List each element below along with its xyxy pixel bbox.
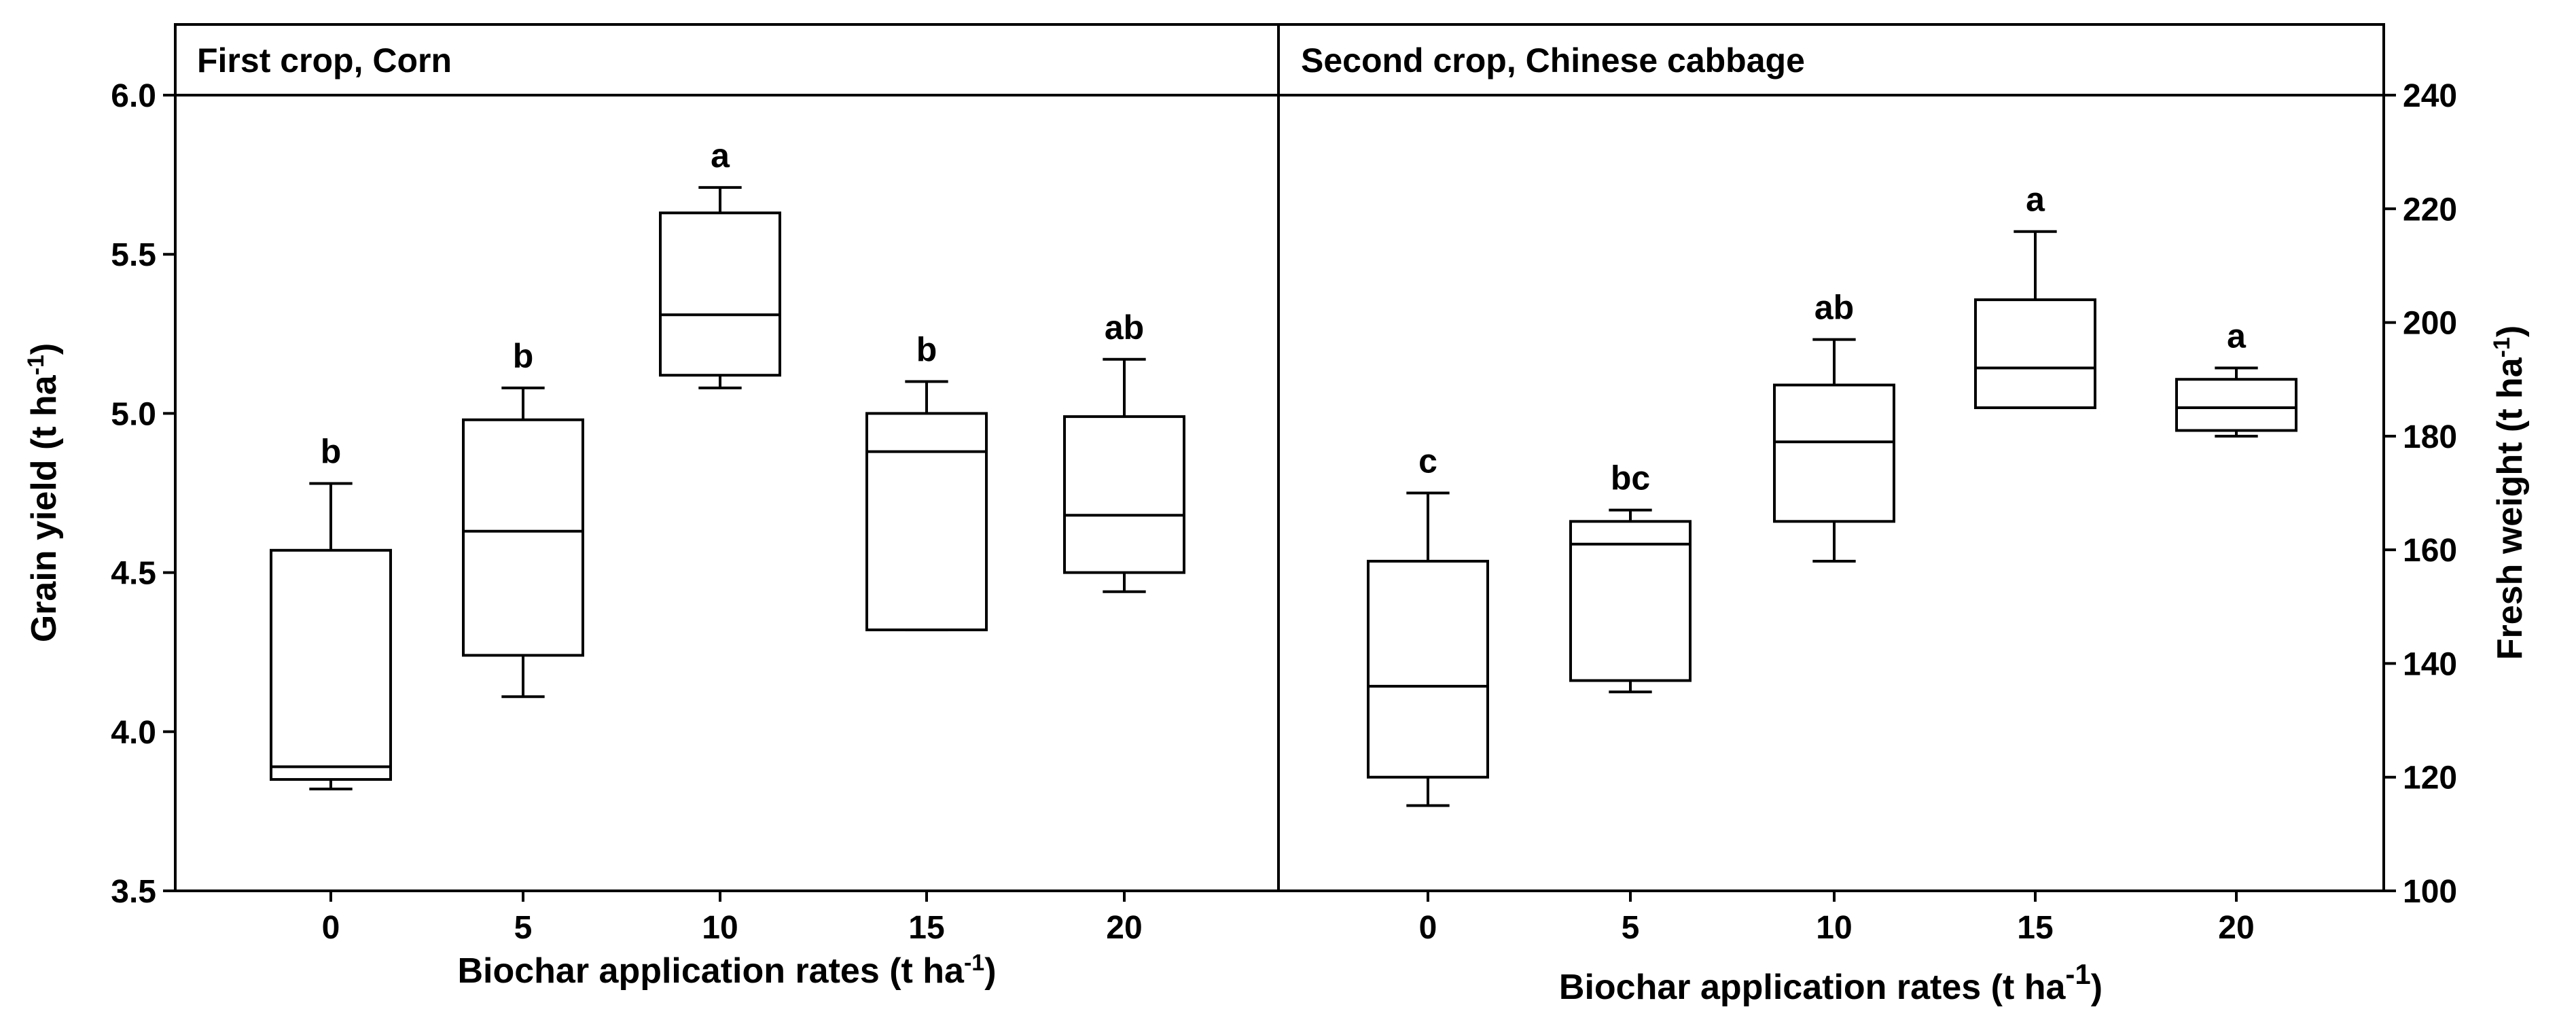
y-tick-label-2-2: 140 (2403, 646, 2457, 682)
x-axis-label-left: Biochar application rates (t ha-1) (457, 950, 996, 991)
y-tick-label-1-4: 5.5 (111, 237, 156, 273)
significance-letter-2-4: a (2227, 317, 2247, 355)
y-tick-label-2-6: 220 (2403, 192, 2457, 228)
box-1-3 (865, 412, 988, 631)
box-1-2 (659, 211, 781, 377)
y-tick-label-2-0: 100 (2403, 874, 2457, 910)
y-axis-label-left: Grain yield (t ha-1) (23, 343, 64, 643)
chart-marks: 3.54.04.55.05.56.00b5b10a15b20ab10012014… (111, 78, 2457, 946)
box-2-1 (1569, 520, 1692, 682)
box-2-4 (2175, 378, 2297, 432)
x-tick-label-2-0: 0 (1419, 910, 1437, 946)
x-axis-label-right: Biochar application rates (t ha-1) (1559, 958, 2103, 1007)
y-tick-label-1-1: 4.0 (111, 715, 156, 751)
y-tick-label-1-2: 4.5 (111, 556, 156, 592)
box-2-0 (1367, 559, 1489, 779)
y-tick-label-2-7: 240 (2403, 78, 2457, 114)
significance-letter-2-3: a (2026, 181, 2045, 219)
box-1-0 (270, 548, 392, 781)
x-tick-label-1-1: 5 (514, 910, 533, 946)
y-tick-label-1-0: 3.5 (111, 874, 156, 910)
significance-letter-1-2: a (711, 137, 730, 175)
y-tick-label-1-3: 5.0 (111, 396, 156, 432)
x-tick-label-2-1: 5 (1622, 910, 1640, 946)
y-axis-label-right: Fresh weight (t ha-1) (2489, 325, 2530, 660)
significance-letter-2-0: c (1418, 442, 1437, 480)
x-tick-label-1-2: 10 (702, 910, 738, 946)
significance-letter-1-1: b (513, 337, 534, 375)
significance-letter-1-4: ab (1105, 309, 1144, 347)
y-tick-label-2-4: 180 (2403, 419, 2457, 455)
panel-2-title: Second crop, Chinese cabbage (1301, 41, 1805, 80)
box-2-2 (1773, 383, 1895, 523)
y-tick-label-1-5: 6.0 (111, 78, 156, 114)
x-tick-label-2-3: 15 (2017, 910, 2053, 946)
significance-letter-1-0: b (321, 432, 342, 470)
box-1-1 (462, 418, 584, 657)
y-tick-label-2-5: 200 (2403, 306, 2457, 342)
significance-letter-2-2: ab (1814, 289, 1854, 327)
x-tick-label-2-4: 20 (2218, 910, 2254, 946)
significance-letter-1-3: b (916, 331, 937, 369)
x-tick-label-1-3: 15 (908, 910, 944, 946)
box-2-3 (1974, 298, 2096, 410)
x-tick-label-2-2: 10 (1816, 910, 1852, 946)
x-tick-label-1-4: 20 (1106, 910, 1142, 946)
x-tick-label-1-0: 0 (322, 910, 340, 946)
y-tick-label-2-3: 160 (2403, 533, 2457, 569)
y-tick-label-2-1: 120 (2403, 760, 2457, 796)
panel-1-title: First crop, Corn (197, 41, 452, 80)
significance-letter-2-1: bc (1611, 459, 1650, 497)
box-1-4 (1063, 415, 1185, 574)
